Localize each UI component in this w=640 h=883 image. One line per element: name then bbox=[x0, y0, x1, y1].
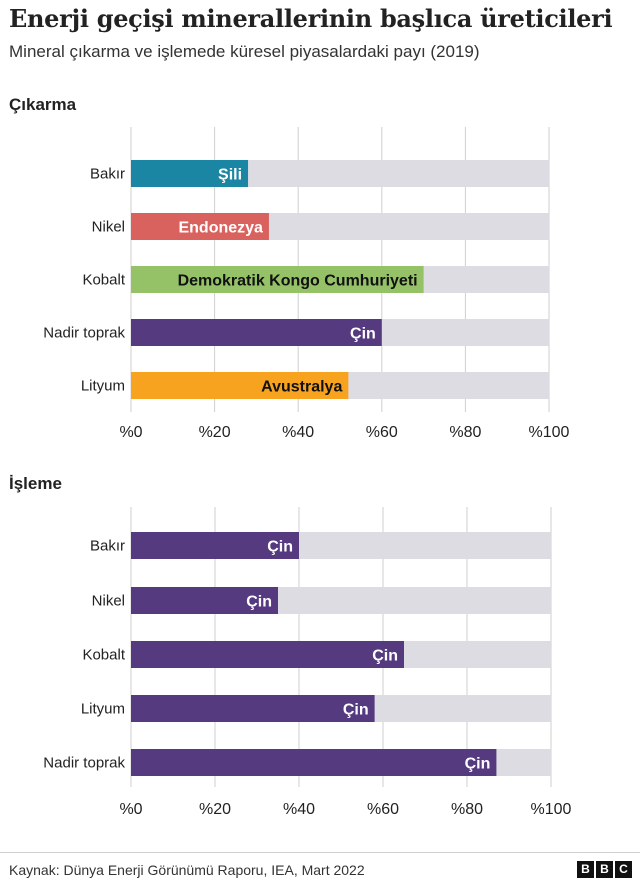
bbc-logo-letter: B bbox=[577, 861, 594, 878]
chart-panel: İşleme Bakır Çin Nikel Çin Kobalt Çin Lityum Çin… bbox=[9, 474, 572, 818]
section-title: Çıkarma bbox=[9, 95, 77, 114]
x-tick-label: %0 bbox=[119, 424, 142, 441]
bar bbox=[131, 695, 375, 722]
x-tick-label: %80 bbox=[449, 424, 481, 441]
x-tick-label: %20 bbox=[199, 424, 231, 441]
category-label: Nadir toprak bbox=[43, 755, 125, 772]
bar bbox=[131, 266, 424, 293]
x-tick-label: %0 bbox=[119, 801, 142, 818]
x-tick-label: %100 bbox=[531, 801, 572, 818]
category-label: Kobalt bbox=[82, 647, 125, 664]
bar bbox=[131, 641, 404, 668]
bar bbox=[131, 372, 349, 399]
bar-value-label: Demokratik Kongo Cumhuriyeti bbox=[178, 273, 418, 290]
bar-value-label: Çin bbox=[465, 756, 491, 773]
bar-value-label: Çin bbox=[267, 539, 293, 556]
category-label: Nikel bbox=[92, 219, 125, 236]
category-label: Lityum bbox=[81, 378, 125, 395]
bar-value-label: Çin bbox=[372, 648, 398, 665]
category-label: Nikel bbox=[92, 593, 125, 610]
bar bbox=[131, 213, 269, 240]
chart-subtitle: Mineral çıkarma ve işlemede küresel piya… bbox=[9, 42, 480, 61]
bbc-logo-letter: B bbox=[596, 861, 613, 878]
bar bbox=[131, 532, 299, 559]
x-tick-label: %20 bbox=[199, 801, 231, 818]
bar-value-label: Çin bbox=[246, 594, 272, 611]
bar-charts: Çıkarma Bakır Şili Nikel Endonezya Kobalt Demo… bbox=[9, 95, 572, 818]
source-note: Kaynak: Dünya Enerji Görünümü Raporu, IE… bbox=[9, 862, 365, 878]
bar-value-label: Avustralya bbox=[261, 379, 342, 396]
bar-value-label: Şili bbox=[218, 167, 242, 184]
bar bbox=[131, 749, 497, 776]
section-title: İşleme bbox=[9, 474, 62, 493]
bar bbox=[131, 319, 382, 346]
x-tick-label: %60 bbox=[366, 424, 398, 441]
bbc-logo: B B C bbox=[577, 861, 632, 878]
bar-value-label: Endonezya bbox=[178, 220, 263, 237]
footer-divider bbox=[0, 852, 640, 853]
x-tick-label: %60 bbox=[367, 801, 399, 818]
bar-value-label: Çin bbox=[350, 326, 376, 343]
x-tick-label: %40 bbox=[282, 424, 314, 441]
bar bbox=[131, 160, 249, 187]
category-label: Kobalt bbox=[82, 272, 125, 289]
category-label: Bakır bbox=[90, 166, 125, 183]
bar-value-label: Çin bbox=[343, 702, 369, 719]
x-tick-label: %40 bbox=[283, 801, 315, 818]
category-label: Lityum bbox=[81, 701, 125, 718]
x-tick-label: %80 bbox=[451, 801, 483, 818]
bar bbox=[131, 587, 278, 614]
bbc-logo-letter: C bbox=[615, 861, 632, 878]
x-tick-label: %100 bbox=[529, 424, 570, 441]
chart-title: Enerji geçişi minerallerinin başlıca üre… bbox=[9, 4, 613, 33]
category-label: Nadir toprak bbox=[43, 325, 125, 342]
chart-panel: Çıkarma Bakır Şili Nikel Endonezya Kobalt Demo… bbox=[9, 95, 570, 441]
category-label: Bakır bbox=[90, 538, 125, 555]
